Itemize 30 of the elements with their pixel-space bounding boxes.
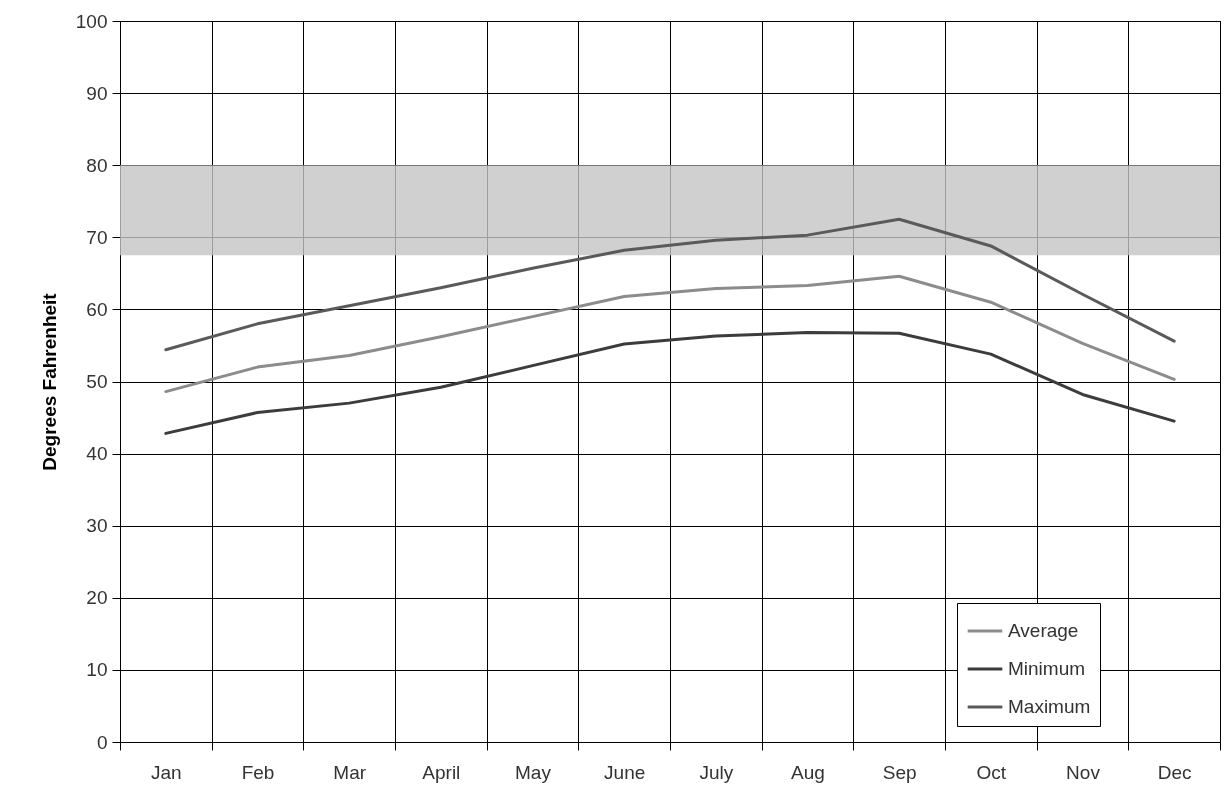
y-tick-label: 40 xyxy=(86,443,108,465)
y-tick-label: 20 xyxy=(86,587,108,609)
y-tick-label: 30 xyxy=(86,515,108,537)
x-tick-label: Nov xyxy=(1066,761,1101,783)
legend-label: Minimum xyxy=(1008,658,1086,679)
x-tick-label: Feb xyxy=(241,761,275,783)
x-tick-label: May xyxy=(515,761,552,783)
line-series xyxy=(164,330,1176,435)
y-tick-label: 70 xyxy=(86,226,108,248)
y-tick-label: 0 xyxy=(96,731,108,753)
x-tick-label: July xyxy=(699,761,734,783)
x-tick-label: Jan xyxy=(151,761,182,783)
x-tick-label: April xyxy=(422,761,461,783)
y-tick-label: 80 xyxy=(86,154,108,176)
legend-label: Maximum xyxy=(1008,696,1091,717)
y-tick-label: 90 xyxy=(86,82,108,104)
x-tick-label: Aug xyxy=(791,761,825,783)
y-tick-label: 10 xyxy=(86,659,108,681)
legend-label: Average xyxy=(1008,620,1079,641)
line-series xyxy=(164,274,1176,394)
x-tick-label: Oct xyxy=(976,761,1007,783)
y-tick-label: 50 xyxy=(86,371,108,392)
x-tick-label: Sep xyxy=(882,761,917,783)
line-series xyxy=(164,217,1176,352)
x-tick-label: June xyxy=(604,761,646,783)
x-tick-label: Mar xyxy=(333,761,367,783)
y-axis-title: Degrees Fahrenheit xyxy=(38,292,60,471)
y-tick-label: 60 xyxy=(86,298,108,320)
y-tick-label: 100 xyxy=(75,10,108,32)
x-tick-label: Dec xyxy=(1157,761,1192,783)
